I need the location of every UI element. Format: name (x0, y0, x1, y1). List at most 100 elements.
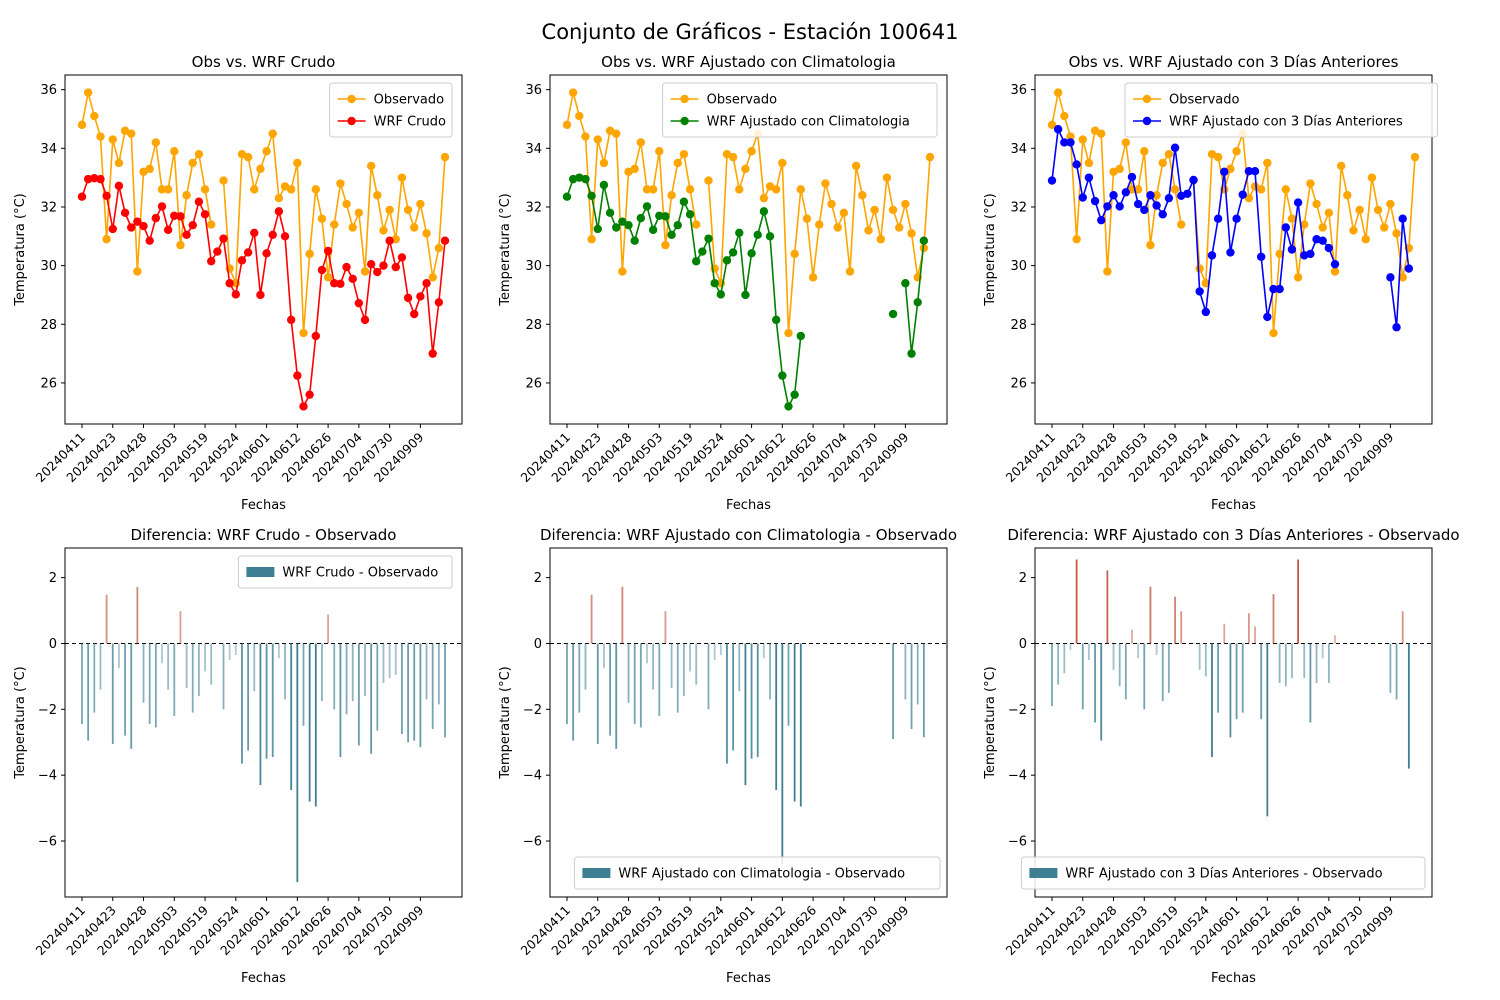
axes-frame (64, 74, 463, 425)
diff-bar (633, 643, 636, 725)
data-point-wrf_3d (1133, 199, 1143, 209)
data-point-obs (661, 240, 670, 250)
data-point-obs (366, 161, 376, 171)
data-point-obs (1195, 264, 1204, 273)
y-tick-label: −6 (523, 835, 542, 850)
y-tick-label: 26 (1010, 376, 1027, 391)
data-point-obs (870, 205, 879, 215)
data-point-obs (1177, 220, 1186, 229)
data-point-wrf_crudo (305, 390, 314, 399)
data-point-obs (655, 147, 664, 156)
diff-bar (726, 643, 728, 764)
data-point-wrf_clim (759, 207, 769, 216)
data-point-wrf_3d (1097, 215, 1106, 225)
diff-bar (590, 594, 593, 644)
diff-bar (781, 643, 784, 865)
data-point-obs (1312, 199, 1321, 209)
data-point-obs (1343, 191, 1352, 200)
data-point-wrf_crudo (225, 279, 234, 288)
diff-bar (204, 643, 206, 672)
legend-marker (680, 116, 689, 126)
data-point-obs (858, 191, 867, 200)
data-point-wrf_crudo (391, 262, 400, 272)
data-point-obs (1103, 267, 1112, 276)
diff-bar (173, 643, 176, 716)
data-point-obs (83, 88, 93, 97)
panel-obs-vs-wrf-3-dias: Obs vs. WRF Ajustado con 3 Días Anterior… (983, 53, 1438, 513)
data-point-obs (741, 164, 750, 174)
y-tick-label: 30 (1010, 259, 1027, 274)
legend-box (1124, 82, 1438, 138)
data-point-wrf_3d (1053, 125, 1063, 134)
diff-bar (1315, 643, 1318, 683)
data-point-wrf_3d (1164, 193, 1174, 203)
chart-title: Obs vs. WRF Crudo (192, 53, 336, 71)
diff-bar (444, 643, 446, 738)
diff-bar (1106, 570, 1109, 644)
y-tick-label: −4 (38, 769, 57, 784)
data-point-obs (151, 138, 161, 147)
data-point-wrf_clim (599, 180, 609, 190)
diff-bar (154, 643, 157, 728)
y-tick-label: 36 (1010, 83, 1027, 98)
panel-diff-wrf-crudo: Diferencia: WRF Crudo - Observado Fechas T… (13, 526, 463, 986)
diff-bar (1149, 586, 1152, 644)
y-tick-label: −6 (1008, 835, 1027, 850)
chart-title: Diferencia: WRF Ajustado con 3 Días Ante… (1007, 526, 1459, 544)
chart-title: Diferencia: WRF Crudo - Observado (131, 526, 397, 544)
diff-bar (1069, 643, 1072, 651)
data-point-obs (876, 235, 885, 244)
diff-bar (357, 643, 360, 746)
data-point-obs (1060, 111, 1069, 121)
diff-bar (253, 643, 256, 692)
y-tick-label: −4 (1008, 769, 1027, 784)
diff-bar (695, 643, 698, 685)
diff-bar (1124, 643, 1127, 700)
data-point-obs (194, 149, 204, 159)
data-point-obs (256, 164, 265, 174)
data-point-obs (434, 243, 444, 253)
y-tick-label: 28 (40, 318, 57, 333)
data-point-wrf_3d (1306, 249, 1315, 259)
data-point-obs (1170, 185, 1180, 194)
data-point-obs (1386, 199, 1395, 209)
diff-bar (1118, 643, 1121, 687)
data-point-obs (1275, 249, 1284, 259)
diff-bar (1254, 626, 1256, 644)
panel-obs-vs-wrf-crudo: Obs vs. WRF Crudo Fechas Temperatura (°C) 2… (13, 53, 463, 513)
diff-bar (762, 643, 765, 659)
data-point-obs (114, 158, 124, 168)
data-point-obs (1287, 214, 1297, 223)
diff-bar (596, 643, 599, 744)
data-point-wrf_clim (692, 257, 701, 266)
data-point-obs (1410, 152, 1420, 162)
data-point-obs (784, 328, 793, 338)
data-point-wrf_3d (1127, 172, 1137, 182)
data-point-obs (1097, 129, 1106, 138)
y-tick-label: 34 (525, 142, 542, 157)
legend-box (237, 555, 453, 589)
data-point-obs (207, 220, 216, 229)
data-point-wrf_3d (1256, 252, 1266, 262)
data-point-wrf_crudo (317, 265, 327, 275)
legend-box (573, 856, 941, 890)
data-point-wrf_crudo (170, 211, 179, 220)
diff-bar (744, 643, 747, 786)
diff-bar (1272, 594, 1275, 644)
data-point-wrf_crudo (188, 220, 197, 230)
diff-bar (1192, 642, 1195, 644)
data-point-wrf_crudo (360, 315, 370, 325)
legend-label: WRF Ajustado con 3 Días Anteriores (1169, 115, 1403, 130)
data-point-obs (1121, 138, 1131, 147)
diff-bar (142, 643, 145, 703)
data-point-obs (808, 273, 818, 282)
data-point-wrf_crudo (237, 256, 247, 265)
data-point-obs (802, 214, 812, 223)
diff-bar (1321, 643, 1324, 659)
diff-bar (1211, 643, 1213, 758)
data-point-obs (1146, 240, 1155, 250)
diff-bar (658, 643, 661, 716)
y-axis-label: Temperatura (°C) (983, 666, 998, 779)
data-point-obs (1306, 179, 1315, 188)
